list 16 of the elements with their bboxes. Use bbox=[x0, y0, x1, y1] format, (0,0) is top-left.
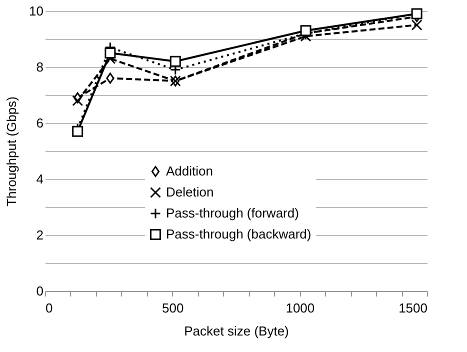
legend-label: Pass-through (backward) bbox=[166, 226, 312, 242]
y-tick-label: 6 bbox=[36, 116, 44, 130]
x-axis-title: Packet size (Byte) bbox=[184, 324, 289, 338]
y-tick-label: 2 bbox=[36, 228, 44, 242]
y-tick-label: 8 bbox=[36, 60, 44, 74]
x-tick-label: 1500 bbox=[398, 300, 428, 316]
legend-label: Deletion bbox=[166, 184, 214, 200]
legend-label: Addition bbox=[166, 164, 213, 178]
legend-label: Pass-through (forward) bbox=[166, 206, 299, 220]
x-tick-label: 1000 bbox=[286, 300, 315, 316]
y-tick-label: 10 bbox=[29, 4, 44, 18]
x-tick-label: 500 bbox=[162, 300, 184, 316]
y-axis-title: Throughput (Gbps) bbox=[4, 96, 20, 206]
y-tick-label: 0 bbox=[36, 284, 44, 298]
x-tick-label: 0 bbox=[46, 300, 53, 316]
y-tick-label: 4 bbox=[36, 172, 44, 186]
